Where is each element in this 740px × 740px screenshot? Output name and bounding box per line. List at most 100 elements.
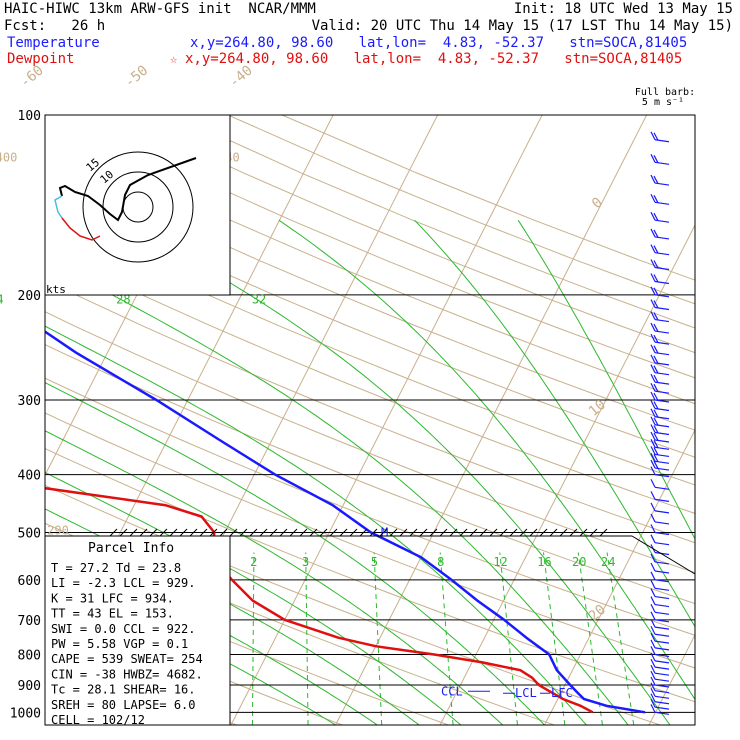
mixing-ratio-label: 5	[371, 555, 378, 569]
hatch-mark	[279, 528, 288, 537]
pressure-tick-label: 600	[18, 574, 41, 589]
hatch-mark	[519, 528, 528, 537]
hatch-mark	[219, 528, 228, 537]
wind-barb-flag	[653, 155, 659, 164]
hatch-mark	[469, 528, 478, 537]
dewpoint-legend-info: x,y=264.80, 98.60 lat,lon= 4.83, -52.37 …	[185, 51, 682, 67]
dry-adiabat-line	[45, 131, 695, 405]
header: HAIC-HIWC 13km ARW-GFS init NCAR/MMM Ini…	[4, 1, 733, 67]
dewpoint-star-icon: ☆	[170, 52, 177, 66]
wind-barb	[654, 695, 670, 699]
wind-barb-flag	[653, 132, 659, 141]
panel-diagonal	[631, 535, 696, 575]
wind-barb	[654, 306, 670, 311]
temperature-legend-label: Temperature	[7, 35, 100, 51]
mixing-ratio-label: 12	[493, 555, 507, 569]
wind-barb-flag	[653, 334, 659, 343]
wind-barb	[654, 498, 670, 502]
wind-barb-flag	[650, 639, 656, 649]
wind-barb-flag	[653, 300, 659, 309]
mixing-ratio-lines	[251, 552, 635, 725]
wind-barb-flag	[653, 212, 659, 221]
wind-barb	[654, 570, 670, 574]
wind-barb-flag	[650, 553, 656, 563]
theta-label: 290	[47, 523, 69, 537]
isotherm-line	[544, 428, 695, 725]
hatch-mark	[159, 528, 168, 537]
wind-barb-flag	[653, 229, 659, 238]
wind-barb	[654, 521, 670, 525]
hodograph-ring	[82, 151, 194, 263]
wind-barb-flag	[650, 571, 656, 581]
wind-barb-flag	[650, 688, 656, 697]
hatch-mark	[569, 528, 578, 537]
wind-barb-flag	[650, 416, 656, 425]
wind-barb	[654, 640, 670, 644]
wind-barb	[654, 672, 670, 676]
wind-barb	[654, 531, 670, 536]
dry-adiabat-line	[227, 115, 695, 305]
hodograph-trace-cyan	[54, 195, 63, 219]
wind-barb	[654, 474, 670, 478]
wind-barb-flag	[653, 454, 659, 463]
pressure-tick-label: 400	[18, 469, 41, 484]
wind-barb	[654, 352, 670, 356]
hatch-mark	[399, 528, 408, 537]
wind-barb	[654, 139, 670, 143]
wind-barb-flag	[650, 382, 656, 392]
wind-barb-flag	[650, 311, 656, 320]
hatch-mark	[209, 528, 218, 537]
hatch-mark	[529, 528, 538, 537]
hatch-mark	[199, 528, 208, 537]
wind-barb-flag	[650, 698, 656, 708]
ccl-marker: CCL	[441, 684, 463, 698]
wind-barb-flag	[653, 260, 659, 269]
wind-barb-flag	[650, 439, 656, 448]
wind-barb-flag	[650, 658, 656, 668]
wind-barb-flag	[653, 447, 659, 456]
wind-barb-flag	[650, 408, 656, 418]
wind-barb-flag	[653, 365, 659, 374]
wind-barb-flag	[653, 440, 659, 449]
mixing-ratio-label: 8	[437, 555, 444, 569]
wind-barb-flag	[650, 174, 656, 184]
wind-barb	[654, 684, 670, 688]
dry-adiabat-line	[45, 412, 695, 669]
wind-barb-flag	[650, 693, 656, 703]
wind-barb-flag	[650, 453, 656, 462]
wind-barb-flag	[650, 364, 656, 373]
dewpoint-legend-label: Dewpoint	[7, 51, 74, 67]
wind-barb-flag	[650, 682, 656, 691]
wind-barb	[654, 453, 670, 458]
wind-barb	[654, 647, 670, 651]
parcel-row: TT = 43 EL = 153.	[51, 607, 174, 621]
wind-barb-flag	[650, 431, 656, 441]
parcel-rows: T = 27.2 Td = 23.8LI = -2.3 LCL = 929.K …	[51, 561, 203, 727]
barb-legend-line2: 5 m s⁻¹	[642, 97, 684, 108]
parcel-row: SREH = 80 LAPSE= 6.0	[51, 698, 196, 712]
wind-barb	[654, 706, 670, 710]
wind-barb-flag	[650, 670, 656, 680]
wind-barb-flag	[650, 286, 656, 296]
dry-adiabat-line	[45, 218, 695, 486]
mixing-ratio-line	[305, 552, 309, 725]
wind-barb-flag	[650, 618, 656, 628]
hatch-mark	[319, 528, 328, 537]
parcel-row: SWI = 0.0 CCL = 922.	[51, 622, 196, 636]
hatch-mark	[299, 528, 308, 537]
dry-adiabat-line	[45, 448, 695, 703]
wind-barb-flag	[653, 460, 659, 469]
hatch-mark	[439, 528, 448, 537]
wind-barb	[654, 372, 670, 376]
parcel-row: CAPE = 539 SWEAT= 254	[51, 652, 203, 666]
hodograph-trace-black	[58, 157, 197, 222]
wind-barb-flag	[650, 373, 656, 383]
barb-legend-line1: Full barb:	[635, 87, 695, 98]
wind-barb	[654, 431, 670, 436]
wind-barb-flag	[650, 391, 656, 401]
wind-barb	[654, 626, 670, 630]
mixing-ratio-label: 2	[250, 555, 257, 569]
wind-barb-flag	[653, 274, 659, 283]
pressure-tick-label: 1000	[10, 706, 41, 721]
isotherm-label: -50	[122, 63, 152, 92]
